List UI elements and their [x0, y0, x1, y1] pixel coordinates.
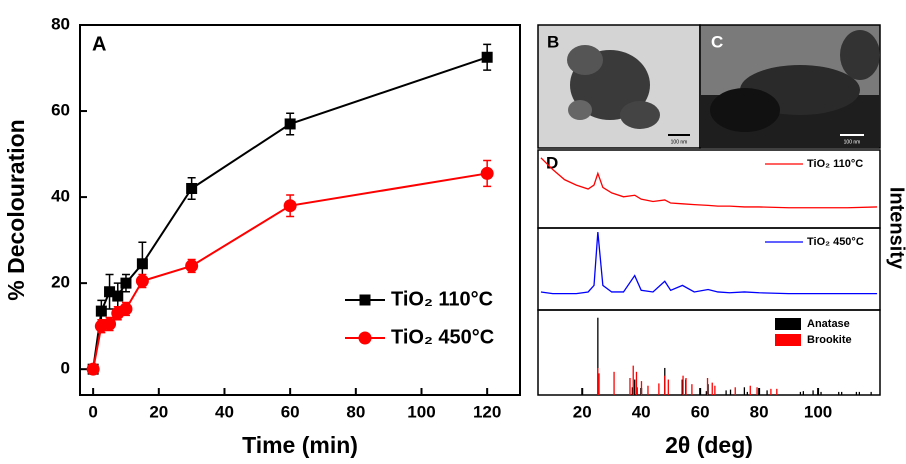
scale-label: 100 nm	[844, 139, 861, 145]
marker	[137, 258, 148, 269]
legend-label: TiO₂ 110°C	[391, 288, 493, 310]
x-tick-label: 40	[632, 402, 651, 421]
figure: B 100 nm C 100 nm 0 20 40 60 80 0 20 40 60 80 100 1…	[0, 0, 906, 464]
scale-label: 100 nm	[671, 139, 688, 145]
x-tick-label: 100	[804, 402, 832, 421]
marker	[136, 274, 149, 287]
x-tick-label: 120	[473, 402, 501, 421]
x-tick-label: 100	[407, 402, 435, 421]
marker	[120, 278, 131, 289]
x-axis-label: 2θ (deg)	[665, 432, 753, 458]
y-tick-label: 0	[61, 359, 70, 378]
x-tick-label: 80	[750, 402, 769, 421]
y-axis-label: Intensity	[886, 187, 906, 270]
x-tick-label: 60	[691, 402, 710, 421]
legend-label: Brookite	[807, 334, 852, 346]
tem-image: B 100 nm	[538, 25, 700, 148]
legend-label: TiO₂ 450°C	[391, 326, 494, 348]
marker	[119, 302, 132, 315]
marker	[284, 199, 297, 212]
tem-image: C 100 nm	[700, 25, 880, 148]
panel-label: A	[92, 33, 106, 55]
legend-label: TiO₂ 450°C	[807, 236, 864, 248]
marker	[96, 306, 107, 317]
y-tick-label: 20	[51, 273, 70, 292]
x-tick-label: 60	[281, 402, 300, 421]
legend-marker	[359, 332, 372, 345]
x-tick-label: 20	[573, 402, 592, 421]
panel-label: C	[711, 32, 723, 51]
x-tick-label: 80	[346, 402, 365, 421]
legend-label: TiO₂ 110°C	[807, 158, 863, 170]
x-tick-label: 0	[88, 402, 97, 421]
marker	[481, 167, 494, 180]
legend-marker	[360, 295, 371, 306]
marker	[87, 363, 100, 376]
x-tick-label: 40	[215, 402, 234, 421]
legend-swatch	[775, 334, 801, 346]
y-axis-label: % Decolouration	[3, 119, 29, 300]
marker	[285, 118, 296, 129]
marker	[112, 291, 123, 302]
legend-label: Anatase	[807, 318, 850, 330]
y-tick-label: 40	[51, 187, 70, 206]
marker	[482, 52, 493, 63]
marker	[185, 259, 198, 272]
y-tick-label: 60	[51, 101, 70, 120]
panel-label: B	[547, 32, 559, 51]
y-tick-label: 80	[51, 14, 70, 33]
x-tick-label: 20	[149, 402, 168, 421]
marker	[186, 183, 197, 194]
legend-swatch	[775, 318, 801, 330]
x-axis-label: Time (min)	[242, 432, 358, 458]
